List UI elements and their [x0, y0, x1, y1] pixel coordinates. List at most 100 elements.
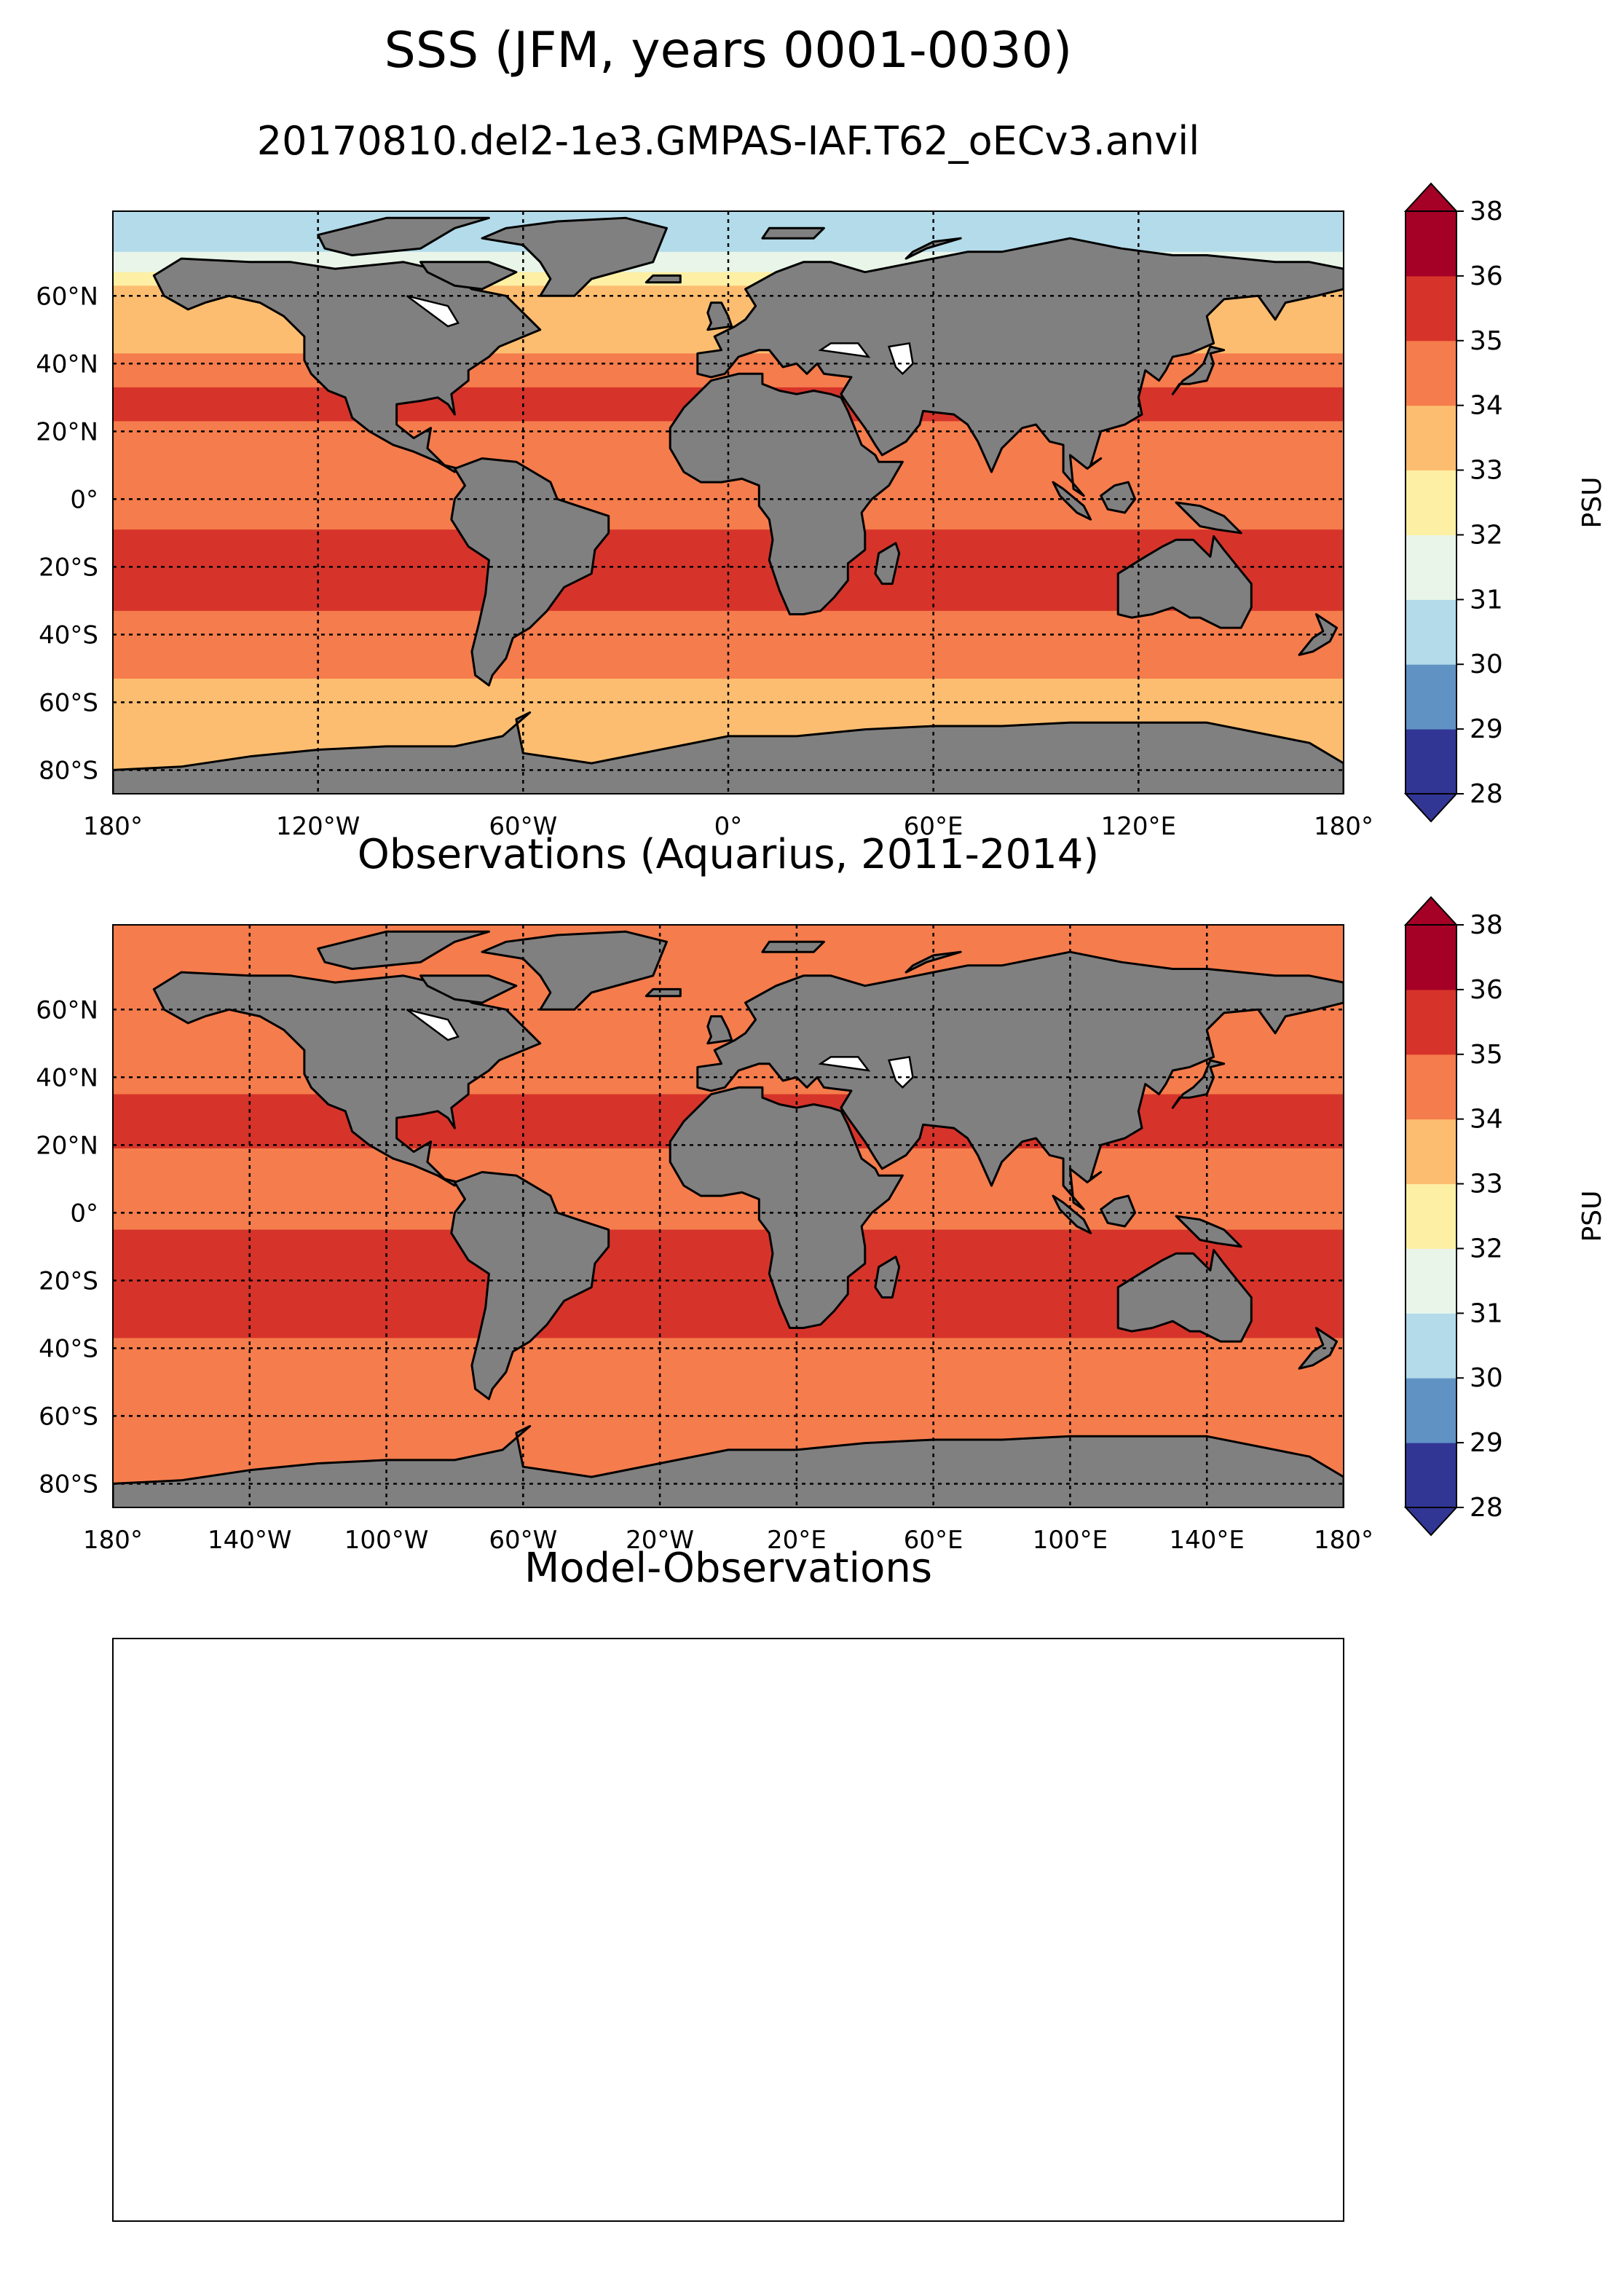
y-tick-label: 60°N [36, 995, 98, 1025]
field-band [113, 1209, 1344, 1217]
colorbar-tick-label: 33 [1470, 456, 1503, 486]
y-tick-label: 20°S [39, 1266, 98, 1296]
map-field-model [113, 211, 1344, 794]
field-band [113, 1311, 1344, 1319]
figure-subtitle: 20170810.del2-1e3.GMPAS-IAF.T62_oECv3.an… [257, 118, 1199, 164]
continent [1116, 1249, 1253, 1343]
field-band [113, 583, 1344, 591]
field-band [113, 1331, 1344, 1338]
x-tick-label: 100°E [1033, 1526, 1108, 1555]
colorbar-segment [1406, 211, 1457, 277]
field-band [113, 251, 1344, 259]
colorbar-tick-label: 36 [1470, 261, 1503, 291]
field-band [113, 638, 1344, 645]
field-band [113, 1006, 1344, 1014]
field-band [113, 1202, 1344, 1210]
colorbar-segment [1406, 925, 1457, 990]
field-band [113, 993, 1344, 1000]
field-band [113, 719, 1344, 727]
colorbar-segment [1406, 405, 1457, 471]
field-band [113, 945, 1344, 953]
field-band [113, 604, 1344, 612]
colorbar-extend-max [1403, 896, 1459, 926]
y-tick-label: 20°S [39, 553, 98, 582]
colorbar-segment [1406, 1183, 1457, 1249]
field-band [113, 1372, 1344, 1379]
field-band [113, 1196, 1344, 1203]
field-band [113, 1344, 1344, 1352]
field-band [113, 1290, 1344, 1298]
colorbar-observations: 28 29 30 31 32 33 34 35 36 38 PSU [1403, 896, 1607, 1537]
colorbar-segment [1406, 1313, 1457, 1379]
x-tick-label: 20°W [626, 1526, 694, 1555]
field-band [113, 285, 1344, 293]
colorbar-segment [1406, 340, 1457, 406]
field-band [113, 292, 1344, 300]
y-tick-label: 60°S [39, 1402, 98, 1431]
field-band [113, 965, 1344, 973]
land-mask [113, 216, 1344, 794]
y-tick-label: 40°N [36, 1063, 98, 1092]
colorbar-segment [1406, 1119, 1457, 1185]
continent [419, 974, 518, 1004]
x-axis-ticks: 180° 140°W 100°W 60°W 20°W 20°E 60°E 100°E 140°E… [83, 1526, 1373, 1555]
colorbar-frame [1405, 210, 1457, 794]
x-tick-label: 180° [1314, 812, 1373, 841]
field-band [113, 1020, 1344, 1028]
continent [1171, 1059, 1226, 1109]
field-band [113, 726, 1344, 733]
y-tick-label: 40°N [36, 350, 98, 379]
colorbar-segment [1406, 1443, 1457, 1508]
field-band [113, 925, 1344, 932]
colorbar-segment [1406, 989, 1457, 1055]
field-band [113, 495, 1344, 503]
x-tick-label: 60°W [489, 812, 557, 841]
field-band [113, 1297, 1344, 1305]
colorbar-tick-label: 34 [1470, 1105, 1503, 1135]
colorbar-segment [1406, 275, 1457, 342]
colorbar-segment [1406, 470, 1457, 535]
continent [481, 930, 668, 1011]
colorbar-tick-label: 38 [1470, 910, 1503, 940]
continent [1175, 1215, 1242, 1248]
field-band [113, 1317, 1344, 1325]
continent [1052, 1194, 1092, 1234]
field-band [113, 1432, 1344, 1440]
gridlines [113, 925, 1344, 1507]
x-tick-label: 180° [83, 812, 143, 841]
colorbar-segment [1406, 1248, 1457, 1314]
field-band [113, 644, 1344, 652]
colorbar-label: PSU [1577, 1191, 1607, 1242]
field-band [113, 999, 1344, 1007]
continent [696, 950, 1344, 1211]
colorbar-tick-label: 32 [1470, 1234, 1503, 1263]
map-frame [112, 210, 1344, 794]
continent [450, 457, 610, 687]
continent [317, 930, 490, 970]
colorbar-tick-label: 28 [1470, 1493, 1503, 1523]
continent [669, 1086, 904, 1329]
x-axis-ticks: 180° 120°W 60°W 0° 60°E 120°E 180° [83, 812, 1373, 841]
map-field-observations [113, 925, 1344, 1507]
field-band [113, 631, 1344, 639]
continent [645, 987, 682, 998]
colorbar-segment [1406, 599, 1457, 665]
field-band [113, 245, 1344, 253]
y-tick-label: 80°S [39, 1470, 98, 1499]
colorbar-segment [1406, 535, 1457, 600]
panel-model: 180° 120°W 60°W 0° 60°E 120°E 180° 60°N 40°N 20°… [36, 182, 1607, 841]
inland-water [406, 1009, 460, 1041]
field-band [113, 1379, 1344, 1387]
colorbar-frame [1405, 924, 1457, 1508]
panel-title-difference: Model-Observations [524, 1545, 932, 1592]
field-band [113, 1426, 1344, 1434]
colorbar-extend-min [1403, 793, 1459, 823]
x-tick-label: 0° [714, 812, 743, 841]
field-band [113, 685, 1344, 693]
colorbar-extend-min [1403, 1507, 1459, 1537]
continent [1100, 481, 1137, 514]
field-band [113, 1358, 1344, 1366]
continent [706, 1015, 733, 1045]
field-band [113, 938, 1344, 946]
